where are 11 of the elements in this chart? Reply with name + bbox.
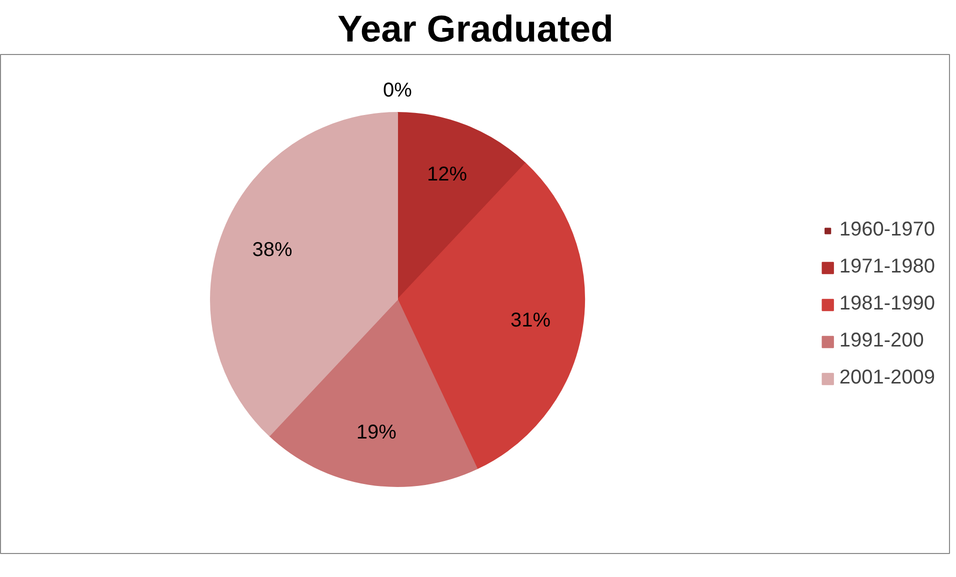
chart-title: Year Graduated <box>338 8 614 50</box>
data-label: 19% <box>356 421 397 444</box>
data-label: 12% <box>427 163 468 186</box>
legend-label: 1981-1990 <box>839 292 935 316</box>
data-label: 38% <box>252 238 293 261</box>
text: 0% <box>383 80 412 102</box>
legend-label: 2001-2009 <box>839 366 935 390</box>
legend-label: 1991-200 <box>839 330 924 352</box>
legend-label: 1960-1970 <box>839 218 935 242</box>
legend-label: 1971-1980 <box>839 256 935 278</box>
data-label: 31% <box>510 310 551 332</box>
